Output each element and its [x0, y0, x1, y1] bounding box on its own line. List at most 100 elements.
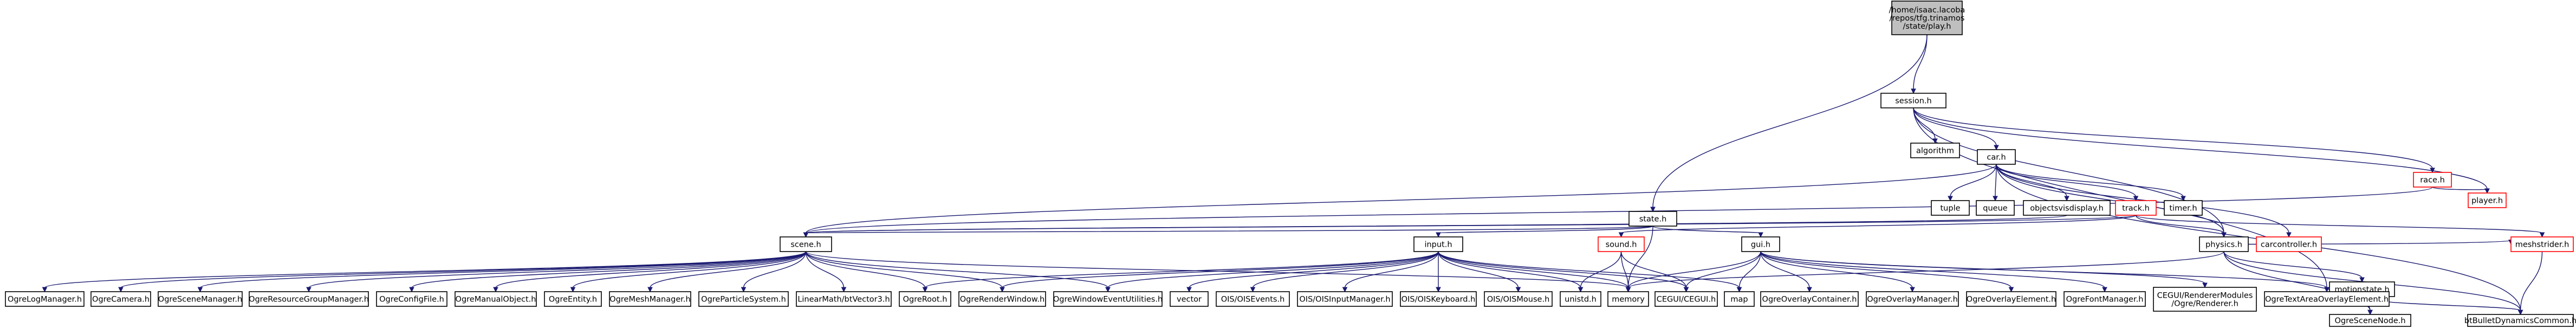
edge-arrowhead-scene-to-ogreresourcegroupmanager: [306, 287, 312, 293]
node-label-ogreoverlaymanager: OgreOverlayManager.h: [1867, 295, 1958, 304]
edge-session-to-car: [1913, 107, 1997, 146]
node-label-carcontroller: carcontroller.h: [2261, 241, 2317, 249]
node-label-oisevents: OIS/OISEvents.h: [1221, 295, 1285, 304]
edge-car-to-tuple: [1950, 164, 1997, 197]
node-box-memory: [1607, 291, 1649, 307]
edge-physics-to-motionstate: [2223, 251, 2363, 279]
node-label-player: player.h: [2471, 197, 2503, 205]
node-box-ogreoverlaymanager: [1866, 291, 1959, 307]
node-meshstrider[interactable]: meshstrider.h: [2510, 236, 2574, 252]
edge-session-to-ogretextareaoverlayelement: [1913, 107, 2327, 288]
node-state[interactable]: state.h: [1628, 211, 1677, 227]
edge-arrowhead-scene-to-ogrecamera: [118, 287, 124, 293]
node-box-ogremanualobject: [455, 291, 537, 307]
node-ogrelogmanager: OgreLogManager.h: [5, 291, 85, 307]
node-player[interactable]: player.h: [2468, 192, 2507, 208]
node-label-btbulletdynamicscommon: btBulletDynamicsCommon.h: [2464, 317, 2576, 325]
edge-scene-to-ogrecamera: [120, 251, 807, 288]
edge-arrowhead-input-to-oisinputmanager: [1342, 287, 1348, 293]
edge-arrowhead-gui-to-ogreoverlayelement: [2008, 287, 2014, 293]
edge-arrowhead-gui-to-cegui: [1683, 287, 1689, 293]
node-box-linearmath: [796, 291, 892, 307]
node-label-ogrelogmanager: OgreLogManager.h: [8, 295, 82, 304]
node-car[interactable]: car.h: [1977, 149, 2016, 165]
edge-sound-to-unistd: [1580, 251, 1622, 288]
node-input[interactable]: input.h: [1413, 236, 1463, 252]
node-label-session: session.h: [1895, 97, 1931, 106]
edge-physics-to-memory: [1627, 251, 2224, 288]
node-algorithm: algorithm: [1910, 143, 1960, 158]
node-physics[interactable]: physics.h: [2199, 236, 2249, 252]
node-track[interactable]: track.h: [2115, 200, 2157, 216]
node-vector: vector: [1170, 291, 1209, 307]
node-label-queue: queue: [1983, 204, 2008, 213]
edge-gui-to-ceguirenderer: [1760, 251, 2205, 284]
edge-session-to-race: [1913, 107, 2433, 169]
node-carcontroller[interactable]: carcontroller.h: [2256, 236, 2322, 252]
edge-scene-to-ogreparticlesystem: [743, 251, 807, 288]
node-box-tuple: [1931, 200, 1970, 216]
edge-gui-to-ogreoverlaymanager: [1760, 251, 1913, 288]
node-box-unistd: [1560, 291, 1601, 307]
node-label-tuple: tuple: [1940, 204, 1960, 213]
edge-arrowhead-car-to-track: [2133, 196, 2139, 202]
node-box-ogreentity: [544, 291, 602, 307]
edge-arrowhead-sound-to-unistd: [1578, 287, 1584, 293]
node-ogrescenemanager: OgreSceneManager.h: [158, 291, 243, 307]
node-gui[interactable]: gui.h: [1741, 236, 1780, 252]
edge-input-to-unistd: [1438, 251, 1581, 288]
node-objectsvisdisplay[interactable]: objectsvisdisplay.h: [2023, 200, 2111, 216]
node-memory: memory: [1607, 291, 1649, 307]
node-label-ogremanualobject: OgreManualObject.h: [456, 295, 536, 304]
node-label-ceguirenderer-line-1: CEGUI/RendererModules: [2157, 292, 2253, 300]
node-box-ogrescenemanager: [158, 291, 243, 307]
edge-input-to-ogrewindoweventutilities: [1107, 251, 1439, 288]
node-oisevents: OIS/OISEvents.h: [1216, 291, 1290, 307]
node-scene[interactable]: scene.h: [780, 236, 832, 252]
node-box-sound: [1598, 236, 1645, 252]
node-race[interactable]: race.h: [2413, 172, 2452, 188]
node-ogreresourcegroupmanager: OgreResourceGroupManager.h: [249, 291, 369, 307]
node-ogreroot: OgreRoot.h: [899, 291, 951, 307]
edge-race-to-scene: [805, 186, 2433, 234]
node-box-algorithm: [1910, 143, 1960, 158]
node-linearmath: LinearMath/btVector3.h: [796, 291, 892, 307]
node-box-vector: [1170, 291, 1209, 307]
edge-gui-to-ogrefontmanager: [1760, 251, 2105, 288]
edge-input-to-oisevents: [1252, 251, 1439, 288]
node-label-race: race.h: [2420, 176, 2445, 185]
node-box-scene: [780, 236, 832, 252]
edge-arrowhead-gui-to-ogrefontmanager: [2102, 287, 2107, 293]
node-label-ogreresourcegroupmanager: OgreResourceGroupManager.h: [249, 295, 369, 304]
node-box-ogreoverlayelement: [1966, 291, 2056, 307]
node-label-algorithm: algorithm: [1916, 147, 1954, 156]
edge-arrowhead-track-to-physics: [2221, 232, 2227, 238]
node-box-ogrecamera: [90, 291, 151, 307]
node-ceguirenderer: CEGUI/RendererModules/Ogre/Renderer.h: [2153, 287, 2257, 312]
edge-arrowhead-input-to-ogreroot: [922, 287, 928, 293]
node-label-state: state.h: [1639, 215, 1667, 224]
node-ogrescenenode: OgreSceneNode.h: [2329, 314, 2411, 327]
node-label-meshstrider: meshstrider.h: [2515, 241, 2569, 249]
node-box-ogrescenenode: [2329, 314, 2411, 327]
node-box-car: [1977, 149, 2016, 165]
node-label-track: track.h: [2122, 204, 2150, 213]
node-box-race: [2413, 172, 2452, 188]
edge-scene-to-ogreresourcegroupmanager: [308, 251, 807, 288]
edge-arrowhead-scene-to-ogremanualobject: [493, 287, 498, 293]
edge-arrowhead-scene-to-ogreentity: [570, 287, 576, 293]
node-label-root-line-1: /home/isaac.lacoba: [1889, 6, 1965, 15]
node-oisinputmanager: OIS/OISInputManager.h: [1297, 291, 1393, 307]
node-label-gui: gui.h: [1751, 241, 1770, 249]
node-session[interactable]: session.h: [1880, 93, 1946, 108]
edge-input-to-ogrerenderwindow: [1002, 251, 1439, 288]
node-root[interactable]: /home/isaac.lacoba/repos/tfg.trinamos/st…: [1889, 1, 1965, 35]
edge-root-to-session: [1913, 34, 1928, 90]
node-sound[interactable]: sound.h: [1598, 236, 1645, 252]
edge-state-to-scene: [805, 226, 1653, 234]
edge-car-to-scene: [805, 164, 1997, 234]
node-ogremanualobject: OgreManualObject.h: [455, 291, 537, 307]
node-label-ogreoverlaycontainer: OgreOverlayContainer.h: [1762, 295, 1857, 304]
edge-state-to-memory: [1627, 226, 1653, 288]
edge-objectsvisdisplay-to-scene: [805, 215, 2067, 234]
